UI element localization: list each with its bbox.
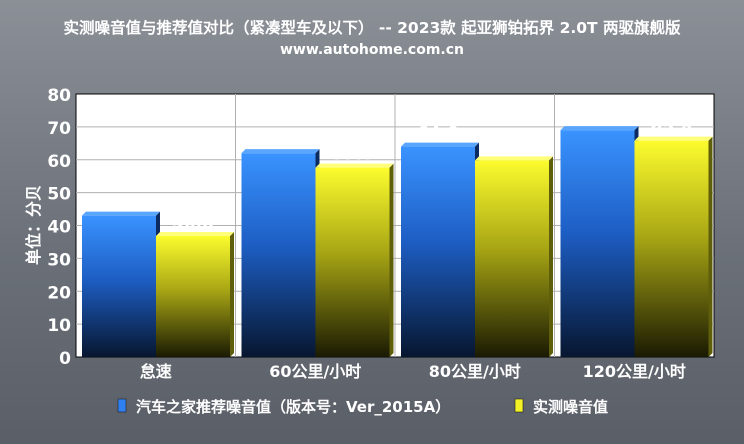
chart-title: 实测噪音值与推荐值对比（紧凑型车及以下） -- 2023款 起亚狮铂拓界 2.0… (63, 18, 681, 37)
bar-side-measured (389, 163, 394, 357)
bar-side-measured (549, 156, 553, 357)
bar-measured (156, 236, 230, 357)
legend-swatch-measured (514, 398, 524, 413)
x-axis-ticks: 怠速 60公里/小时 80公里/小时 120公里/小时 (140, 362, 686, 381)
y-axis-ticks: 0 10 20 30 40 50 60 70 80 (47, 86, 71, 369)
y-tick-label: 30 (47, 250, 71, 270)
y-tick-label: 70 (47, 119, 71, 139)
y-tick-label: 60 (47, 152, 71, 172)
data-label-measured: 59.8 (491, 137, 533, 157)
data-label-recommended: 69.0 (577, 107, 619, 127)
legend-label-measured: 实测噪音值 (533, 398, 608, 416)
data-label-measured: 65.8 (651, 118, 693, 138)
data-label-recommended: 43.0 (98, 193, 140, 213)
data-label-measured: 36.8 (172, 213, 214, 233)
bar-top-recommended (241, 149, 320, 154)
legend: 汽车之家推荐噪音值（版本号：Ver_2015A） 实测噪音值 (117, 398, 608, 416)
bar-top-measured (315, 163, 394, 168)
bar-top-recommended (401, 142, 479, 147)
chart-subtitle: www.autohome.com.cn (280, 42, 464, 58)
x-tick-label: 怠速 (140, 362, 172, 381)
bar-side-measured (230, 232, 234, 357)
bar-side-measured (708, 136, 713, 357)
bar-recommended (241, 153, 316, 357)
bar-measured (634, 140, 709, 357)
data-label-recommended: 62.0 (258, 130, 300, 150)
y-axis-label: 单位：分贝 (24, 185, 43, 265)
y-tick-label: 20 (47, 283, 71, 303)
bars: 43.0 36.8 62.0 57.6 64.0 59.8 69.0 65.8 (82, 107, 713, 357)
y-tick-label: 40 (47, 218, 71, 238)
bar-recommended (560, 130, 635, 357)
data-label-measured: 57.6 (332, 145, 374, 165)
y-tick-label: 50 (47, 185, 71, 205)
y-tick-label: 80 (47, 86, 71, 106)
legend-swatch-recommended (117, 398, 127, 413)
x-tick-label: 120公里/小时 (583, 362, 686, 381)
bar-recommended (82, 215, 156, 357)
legend-label-recommended: 汽车之家推荐噪音值（版本号：Ver_2015A） (136, 398, 450, 416)
bar-top-measured (475, 156, 553, 161)
x-tick-label: 80公里/小时 (429, 362, 521, 381)
bar-top-measured (156, 232, 234, 237)
bar-measured (475, 160, 549, 357)
bar-top-recommended (82, 211, 160, 216)
data-label-recommended: 64.0 (417, 124, 459, 144)
bar-recommended (401, 146, 475, 357)
y-tick-label: 10 (47, 316, 71, 336)
bar-measured (315, 167, 390, 357)
bar-top-measured (634, 136, 713, 141)
bar-top-recommended (560, 126, 639, 131)
x-tick-label: 60公里/小时 (269, 362, 361, 381)
y-tick-label: 0 (59, 349, 71, 369)
